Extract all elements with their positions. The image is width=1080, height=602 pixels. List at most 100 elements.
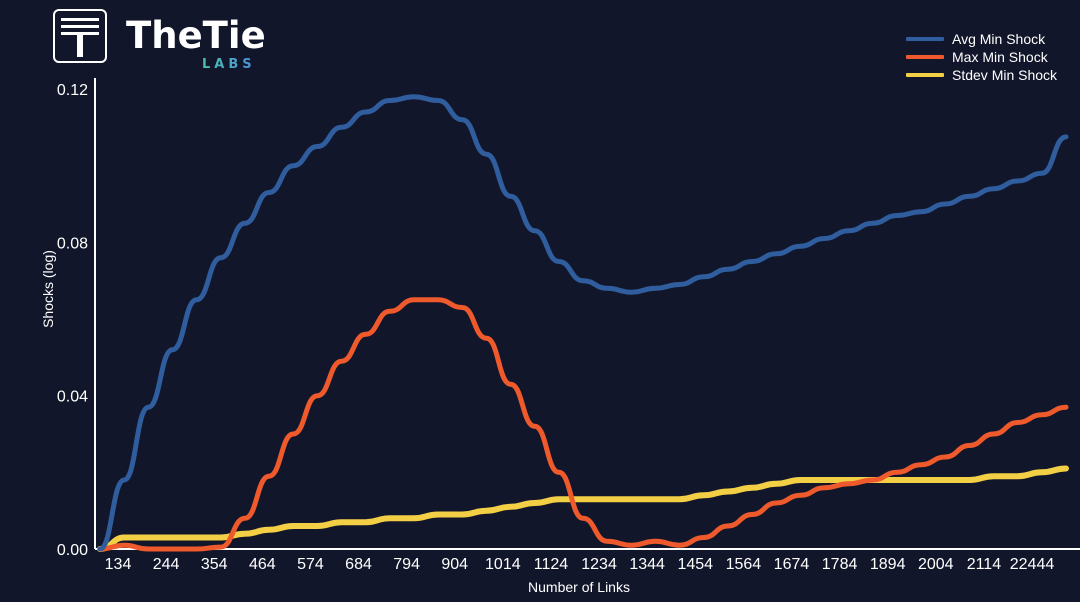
- brand-logo-icon: [53, 9, 107, 63]
- stdev-min-shock-point: [799, 479, 801, 481]
- max-min-shock-point: [413, 299, 415, 301]
- stdev-min-shock-point: [292, 525, 294, 527]
- stdev-min-shock-point: [896, 479, 898, 481]
- max-min-shock-point: [534, 425, 536, 427]
- stdev-min-shock-point: [316, 525, 318, 527]
- avg-min-shock-point: [896, 215, 898, 216]
- x-tick-label: 22444: [1010, 556, 1055, 573]
- max-min-shock-point: [341, 360, 342, 362]
- brand-sub: LABS: [202, 57, 256, 72]
- max-min-shock-point: [389, 310, 391, 312]
- avg-min-shock-point: [920, 211, 922, 213]
- stdev-min-shock-point: [196, 537, 198, 538]
- stdev-min-shock-point: [630, 498, 632, 500]
- max-min-shock-point: [1065, 406, 1067, 408]
- avg-min-shock-point: [99, 548, 101, 550]
- max-min-shock-point: [365, 333, 367, 335]
- max-min-shock-point: [993, 433, 995, 435]
- x-tick-label: 1014: [485, 556, 521, 573]
- legend-item-stdev: Stdev Min Shock: [906, 66, 1076, 84]
- avg-min-shock-point: [1065, 136, 1067, 138]
- x-tick-label: 2114: [967, 556, 1002, 573]
- avg-min-shock-point: [510, 195, 512, 197]
- x-tick-label: 904: [441, 556, 468, 573]
- avg-min-shock-point: [703, 276, 705, 278]
- max-min-shock-point: [437, 299, 439, 301]
- max-min-shock-point: [220, 546, 222, 548]
- max-min-shock-line: [97, 297, 1069, 552]
- max-min-shock-point: [510, 383, 512, 385]
- max-min-shock-point: [848, 483, 850, 485]
- avg-min-shock-point: [775, 253, 777, 255]
- legend-swatch-max: [906, 55, 944, 59]
- stdev-min-shock-point: [534, 502, 536, 504]
- y-tick-label: 0.12: [57, 82, 88, 99]
- avg-min-shock-point: [606, 287, 608, 289]
- avg-min-shock-point: [485, 153, 487, 155]
- max-min-shock-point: [968, 445, 970, 446]
- brand-name: TheTie: [126, 14, 266, 57]
- max-min-shock-point: [654, 540, 656, 542]
- max-min-shock-point: [485, 337, 487, 339]
- max-min-shock-point: [799, 494, 801, 496]
- avg-min-shock-point: [316, 146, 318, 147]
- avg-min-shock-point: [389, 100, 391, 101]
- stdev-min-shock-point: [389, 517, 391, 519]
- x-tick-label: 244: [153, 556, 180, 573]
- max-min-shock-point: [872, 479, 874, 481]
- y-axis-title: Shocks (log): [40, 250, 56, 328]
- stdev-min-shock-point: [968, 479, 970, 481]
- avg-min-shock-point: [171, 349, 173, 351]
- avg-min-shock-point: [630, 291, 632, 293]
- avg-min-shock-point: [123, 479, 125, 481]
- stdev-min-shock-point: [944, 479, 946, 481]
- x-tick-label: 1344: [629, 556, 665, 573]
- y-tick-labels: 0.00 0.04 0.08 0.12: [57, 82, 88, 559]
- x-tick-label: 574: [297, 556, 324, 573]
- logo-line-3: [61, 32, 99, 35]
- x-tick-label: 684: [345, 556, 372, 573]
- max-min-shock-point: [606, 540, 608, 542]
- stdev-min-shock-point: [341, 521, 342, 523]
- legend-swatch-stdev: [906, 73, 944, 77]
- logo-line-2: [61, 25, 99, 28]
- legend-label-stdev: Stdev Min Shock: [952, 67, 1058, 83]
- max-min-shock-point: [461, 307, 463, 308]
- max-min-shock-point: [147, 548, 149, 550]
- max-min-shock-point: [558, 471, 560, 473]
- x-tick-label: 2004: [918, 556, 954, 573]
- max-min-shock-point: [171, 548, 173, 550]
- max-min-shock-point: [920, 464, 922, 466]
- max-min-shock-point: [944, 456, 946, 458]
- stdev-min-shock-point: [171, 537, 173, 538]
- max-min-shock-point: [196, 548, 198, 550]
- avg-min-shock-point: [196, 299, 198, 301]
- stdev-min-shock-point: [244, 533, 246, 535]
- max-min-shock-point: [1017, 422, 1019, 423]
- x-tick-labels: 134 244 354 464 574 684 794 904 1014 1124 1234 1344…: [105, 556, 1055, 573]
- stdev-min-shock-point: [727, 491, 729, 492]
- max-min-shock-point: [316, 395, 318, 397]
- stdev-min-shock-point: [1041, 471, 1043, 473]
- stdev-min-shock-point: [654, 498, 656, 500]
- avg-min-shock-point: [993, 188, 995, 190]
- x-tick-label: 1124: [534, 556, 569, 573]
- x-tick-label: 1784: [822, 556, 858, 573]
- stdev-min-shock-point: [848, 479, 850, 481]
- max-min-shock-point: [824, 487, 825, 489]
- y-tick-label: 0.00: [57, 542, 88, 559]
- stdev-min-shock-point: [993, 475, 995, 477]
- x-tick-label: 1674: [774, 556, 810, 573]
- legend-item-max: Max Min Shock: [906, 48, 1076, 66]
- x-tick-label: 464: [249, 556, 276, 573]
- stdev-min-shock-point: [679, 498, 681, 500]
- stdev-min-shock-point: [510, 506, 512, 508]
- avg-min-shock-point: [220, 257, 222, 259]
- max-min-shock-point: [727, 525, 729, 527]
- stdev-min-shock-point: [485, 510, 487, 512]
- x-tick-label: 1894: [870, 556, 906, 573]
- max-min-shock-point: [1041, 414, 1043, 416]
- avg-min-shock-point: [461, 119, 463, 121]
- legend-item-avg: Avg Min Shock: [906, 30, 1076, 48]
